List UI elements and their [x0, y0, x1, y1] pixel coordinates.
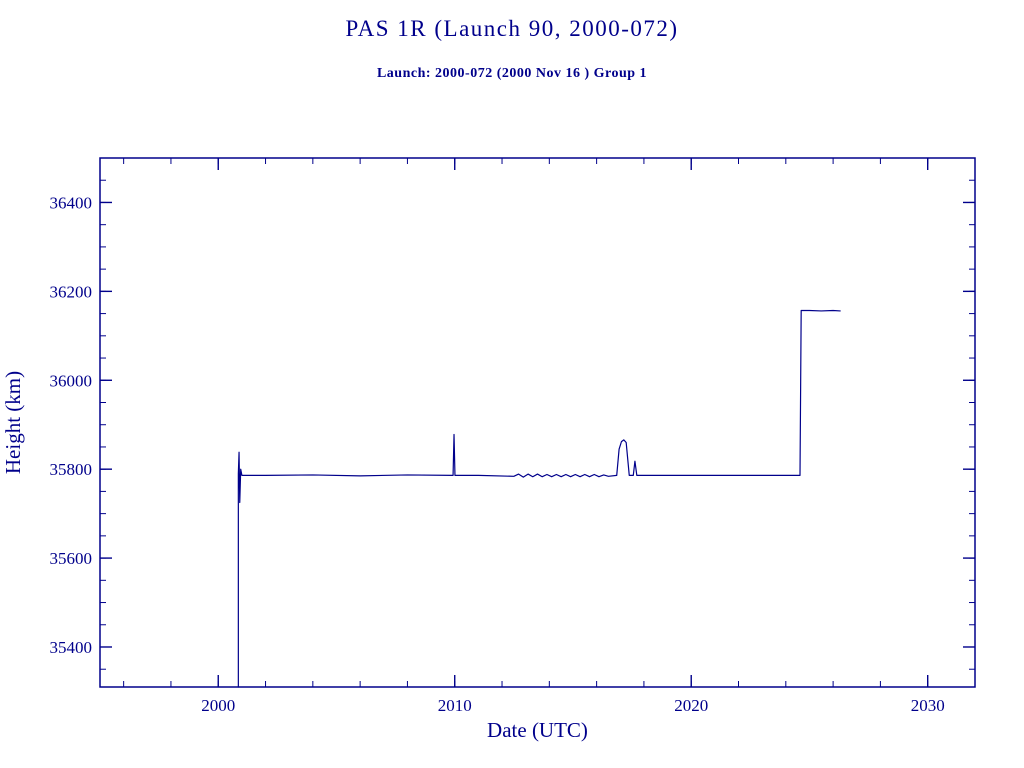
x-tick-label: 2030 [911, 696, 945, 715]
y-tick-label: 36000 [50, 371, 93, 390]
x-tick-label: 2020 [674, 696, 708, 715]
y-tick-label: 36400 [50, 193, 93, 212]
chart-subtitle: Launch: 2000-072 (2000 Nov 16 ) Group 1 [376, 66, 648, 81]
data-line [237, 309, 841, 688]
chart-title: PAS 1R (Launch 90, 2000-072) [345, 16, 679, 41]
y-tick-label: 36200 [50, 282, 93, 301]
y-axis-label: Height (km) [1, 371, 25, 474]
plot-frame [99, 157, 976, 688]
x-tick-label: 2010 [438, 696, 472, 715]
x-tick-label: 2000 [201, 696, 235, 715]
x-axis-label: Date (UTC) [487, 718, 588, 742]
y-tick-label: 35400 [50, 638, 93, 657]
y-tick-label: 35800 [50, 460, 93, 479]
y-tick-label: 35600 [50, 549, 93, 568]
